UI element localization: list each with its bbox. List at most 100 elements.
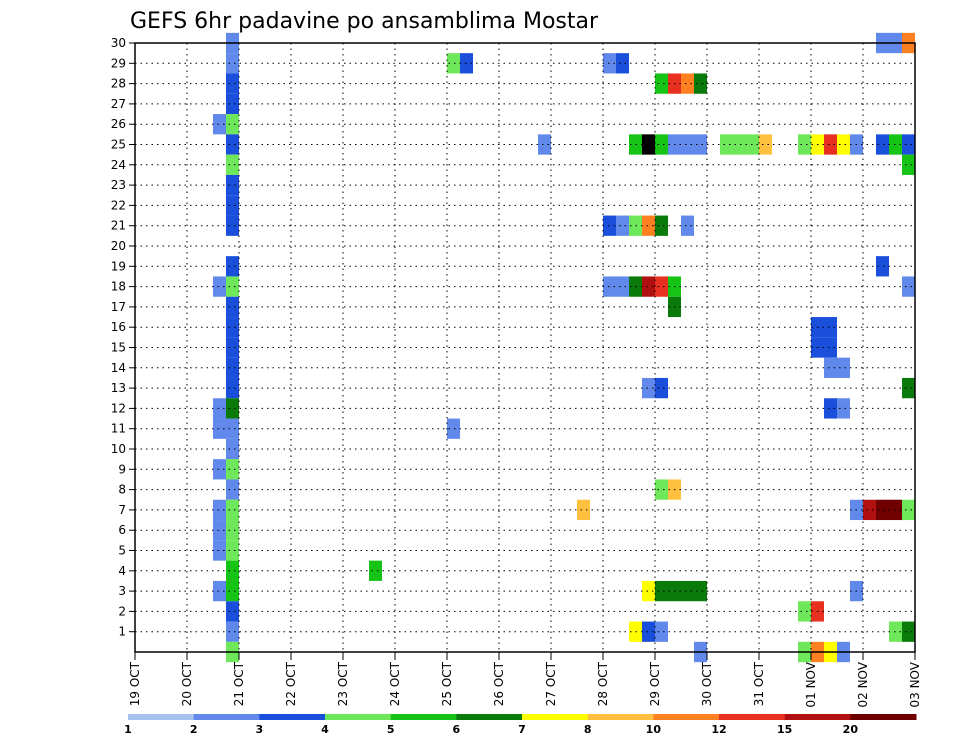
y-tick-label: 22	[111, 198, 126, 212]
precip-cell	[213, 499, 226, 521]
x-tick-label: 24 OCT	[388, 661, 402, 706]
precip-cell	[226, 580, 239, 602]
y-tick-label: 30	[111, 36, 126, 50]
y-tick-label: 12	[111, 401, 126, 415]
precip-cell	[226, 459, 239, 480]
x-tick-label: 02 NOV	[856, 661, 870, 707]
precip-cell	[226, 520, 239, 541]
precip-cell	[226, 418, 239, 439]
colorbar-swatch	[850, 714, 917, 720]
colorbar-label: 5	[387, 723, 395, 736]
precip-cell	[213, 459, 226, 480]
precip-cell	[577, 499, 590, 521]
precip-cell	[642, 215, 655, 236]
colorbar-label: 10	[646, 723, 662, 736]
precip-cell	[655, 134, 668, 155]
y-tick-label: 26	[111, 117, 126, 131]
precip-cell	[837, 357, 850, 378]
y-tick-label: 7	[118, 503, 126, 517]
precip-cell	[655, 276, 668, 297]
precip-cell	[863, 499, 876, 521]
precip-cell	[369, 560, 382, 581]
precip-cell	[226, 438, 239, 460]
precip-cell	[798, 134, 811, 155]
precip-cell	[226, 134, 239, 155]
precip-cell	[655, 377, 668, 399]
x-tick-label: 03 NOV	[908, 661, 922, 707]
colorbar-label: 6	[453, 723, 461, 736]
precip-cell	[876, 134, 889, 155]
x-tick-label: 25 OCT	[440, 661, 454, 706]
precip-cell	[226, 276, 239, 297]
precip-cell	[876, 256, 889, 277]
precip-cell	[213, 114, 226, 135]
y-tick-label: 6	[118, 523, 126, 537]
x-tick-label: 19 OCT	[128, 661, 142, 706]
precip-cell	[642, 580, 655, 602]
precip-cell	[824, 357, 837, 378]
precip-cell	[226, 621, 239, 642]
x-tick-label: 30 OCT	[700, 661, 714, 706]
y-tick-label: 5	[118, 544, 126, 558]
precip-cell	[902, 276, 915, 297]
x-tick-label: 29 OCT	[648, 661, 662, 706]
precip-cell	[902, 154, 915, 175]
colorbar-label: 12	[711, 723, 726, 736]
precip-cell	[226, 53, 239, 74]
x-tick-label: 28 OCT	[596, 661, 610, 706]
precip-cell	[902, 134, 915, 155]
precip-cell	[226, 337, 239, 358]
chart-title: GEFS 6hr padavine po ansamblima Mostar	[130, 9, 599, 34]
precip-cell	[642, 134, 655, 155]
colorbar-swatch	[259, 714, 326, 720]
colorbar-swatch	[390, 714, 457, 720]
precip-cell	[226, 560, 239, 581]
colorbar-label: 15	[777, 723, 792, 736]
precip-cell	[538, 134, 551, 155]
y-tick-label: 24	[111, 158, 126, 172]
precip-cell	[642, 377, 655, 399]
precip-cell	[226, 256, 239, 277]
y-tick-label: 27	[111, 97, 126, 111]
y-tick-label: 29	[111, 56, 126, 70]
y-tick-label: 18	[111, 280, 126, 294]
precip-cell	[720, 134, 733, 155]
x-tick-label: 26 OCT	[492, 661, 506, 706]
colorbar-label: 4	[321, 723, 329, 736]
precip-cell	[226, 195, 239, 216]
precip-cell	[824, 398, 837, 419]
y-tick-label: 16	[111, 320, 126, 334]
y-tick-label: 3	[118, 584, 126, 598]
precip-cell	[681, 580, 694, 602]
precip-cell	[681, 134, 694, 155]
precip-cell	[226, 154, 239, 175]
precip-cell	[616, 215, 629, 236]
colorbar-swatch	[719, 714, 786, 720]
y-tick-label: 4	[118, 564, 126, 578]
precip-cell	[226, 73, 239, 94]
colorbar-label: 1	[124, 723, 132, 736]
x-axis: 19 OCT 20 OCT 21 OCT 22 OCT 23 OCT 24 OCT 25 O…	[128, 652, 922, 708]
colorbar-swatch	[193, 714, 260, 720]
x-tick-label: 20 OCT	[180, 661, 194, 706]
precip-cell	[733, 134, 746, 155]
precip-cell	[694, 134, 707, 155]
precip-cell	[824, 337, 837, 358]
grid-lines	[135, 42, 915, 652]
precip-cell	[226, 174, 239, 196]
precip-cell	[655, 479, 668, 500]
precip-cell	[694, 580, 707, 602]
y-tick-label: 28	[111, 77, 126, 91]
y-tick-label: 17	[111, 300, 126, 314]
precip-cell	[447, 418, 460, 439]
y-tick-label: 10	[111, 442, 126, 456]
x-tick-label: 23 OCT	[336, 661, 350, 706]
precip-cell	[213, 540, 226, 561]
precip-cell	[655, 215, 668, 236]
y-tick-label: 23	[111, 178, 126, 192]
precip-cell	[226, 93, 239, 115]
precip-cell	[837, 398, 850, 419]
precip-cell	[226, 296, 239, 318]
x-tick-label: 22 OCT	[284, 661, 298, 706]
